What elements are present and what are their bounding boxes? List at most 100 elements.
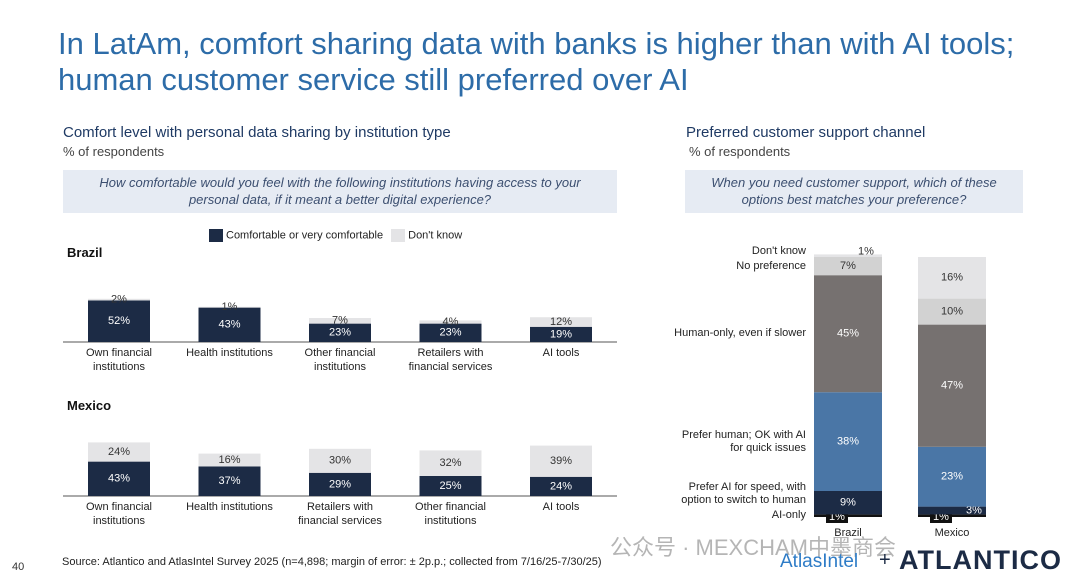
value-label: 16% [941,272,963,284]
bar-segment [814,254,882,257]
category-label: Health institutions [186,501,273,513]
legend: Comfortable or very comfortable Don't kno… [209,229,462,242]
legend-item: Comfortable or very comfortable [209,229,383,242]
category-label: Mexico [934,527,970,539]
bar-segment [814,392,882,491]
page-number: 40 [12,561,25,573]
source: Source: Atlantico and AtlasIntel Survey … [62,556,602,568]
legend-swatch [209,229,223,242]
bar-segment [309,323,371,342]
bar-segment [309,472,371,496]
series-label: Don't know [751,244,806,257]
category-label: Other financial institutions [415,501,486,527]
bar-segment [814,257,882,276]
bar-segment [814,491,882,515]
bar-segment [309,448,371,473]
series-label: AI-only [771,509,806,522]
value-label: 23% [329,327,351,339]
bar-segment [419,323,482,342]
value-label: 29% [329,478,351,490]
bar-segment [530,445,592,477]
value-label: 24% [550,480,572,492]
legend-label: Comfortable or very comfortable [226,229,384,242]
bar-segment [918,257,986,299]
category-label: AI tools [542,501,580,513]
category-label: Brazil [834,527,862,539]
chart-title: Comfort level with personal data sharing… [63,124,451,141]
series-label: No preference [736,259,806,272]
bar-segment [419,320,482,324]
bar-segment [198,306,261,308]
value-label: 1% [222,301,238,313]
value-label: 24% [108,446,130,458]
bar-segment [530,476,592,496]
value-label: 32% [439,457,461,469]
bar-segment [198,466,261,496]
value-label: 7% [840,260,856,272]
logo: AtlasIntel [780,551,859,572]
value-label: 2% [111,294,127,306]
question: When you need customer support, which of… [685,170,1023,213]
bar-segment [88,442,150,462]
value-label: 9% [840,497,856,509]
series-label: Human-only, even if slower [674,327,806,340]
bar-segment [198,307,261,342]
bar-segment [309,318,371,324]
value-label: 39% [550,455,572,467]
value-label: 19% [550,328,572,340]
bar-segment [918,298,986,325]
value-label: 16% [218,454,240,466]
panel-title: Mexico [67,398,112,413]
series-label: Prefer AI for speed, with option to swit… [681,481,806,507]
category-label: Own financial institutions [85,347,153,373]
series-label: Prefer human; OK with AI for quick issue… [681,428,806,454]
chart-title: Preferred customer support channel [686,124,926,141]
category-label: Own financial institutions [85,501,153,527]
bar-segment [88,461,150,496]
slide-title: In LatAm, comfort sharing data with bank… [58,26,1015,97]
value-label: 12% [550,316,572,328]
category-label: Other financial institutions [304,347,376,373]
value-label: 3% [966,504,982,516]
bar-segment [419,476,482,496]
bar-segment [530,326,592,342]
bar-segment [918,506,986,515]
value-label: 4% [443,316,459,328]
category-label: Health institutions [186,347,273,359]
logo-plus: + [879,549,891,571]
value-label: 1% [858,245,874,257]
value-label: 10% [941,306,963,318]
legend-swatch [391,229,406,242]
value-label: 37% [218,475,240,487]
bar-segment [198,453,261,467]
value-label: 38% [837,436,859,448]
legend-item: Don't know [391,229,462,242]
bar-segment [918,446,986,507]
value-label: 47% [941,380,963,392]
category-label: Retailers with financial services [408,347,493,373]
bar-segment [88,298,150,301]
value-label: 7% [332,315,348,327]
bar-segment [814,275,882,393]
value-label: 52% [108,315,130,327]
bar-segment [918,324,986,447]
value-label: 23% [941,471,963,483]
value-label: 25% [439,480,461,492]
bar-segment [88,300,150,342]
chart-subtitle: % of respondents [689,144,791,159]
value-label: 43% [108,473,130,485]
bar-segment [530,317,592,327]
category-label: AI tools [542,347,580,359]
value-label: 30% [329,455,351,467]
value-label: 23% [439,327,461,339]
chart-subtitle: % of respondents [63,144,165,159]
question: How comfortable would you feel with the … [63,170,617,213]
legend-label: Don't know [408,229,463,242]
bar-segment [419,450,482,476]
category-label: Retailers with financial services [298,501,382,527]
value-label: 43% [218,319,240,331]
logo: ATLANTICO [899,545,1062,575]
watermark: 公众号 · MEXCHAM中墨商会 [610,535,897,560]
